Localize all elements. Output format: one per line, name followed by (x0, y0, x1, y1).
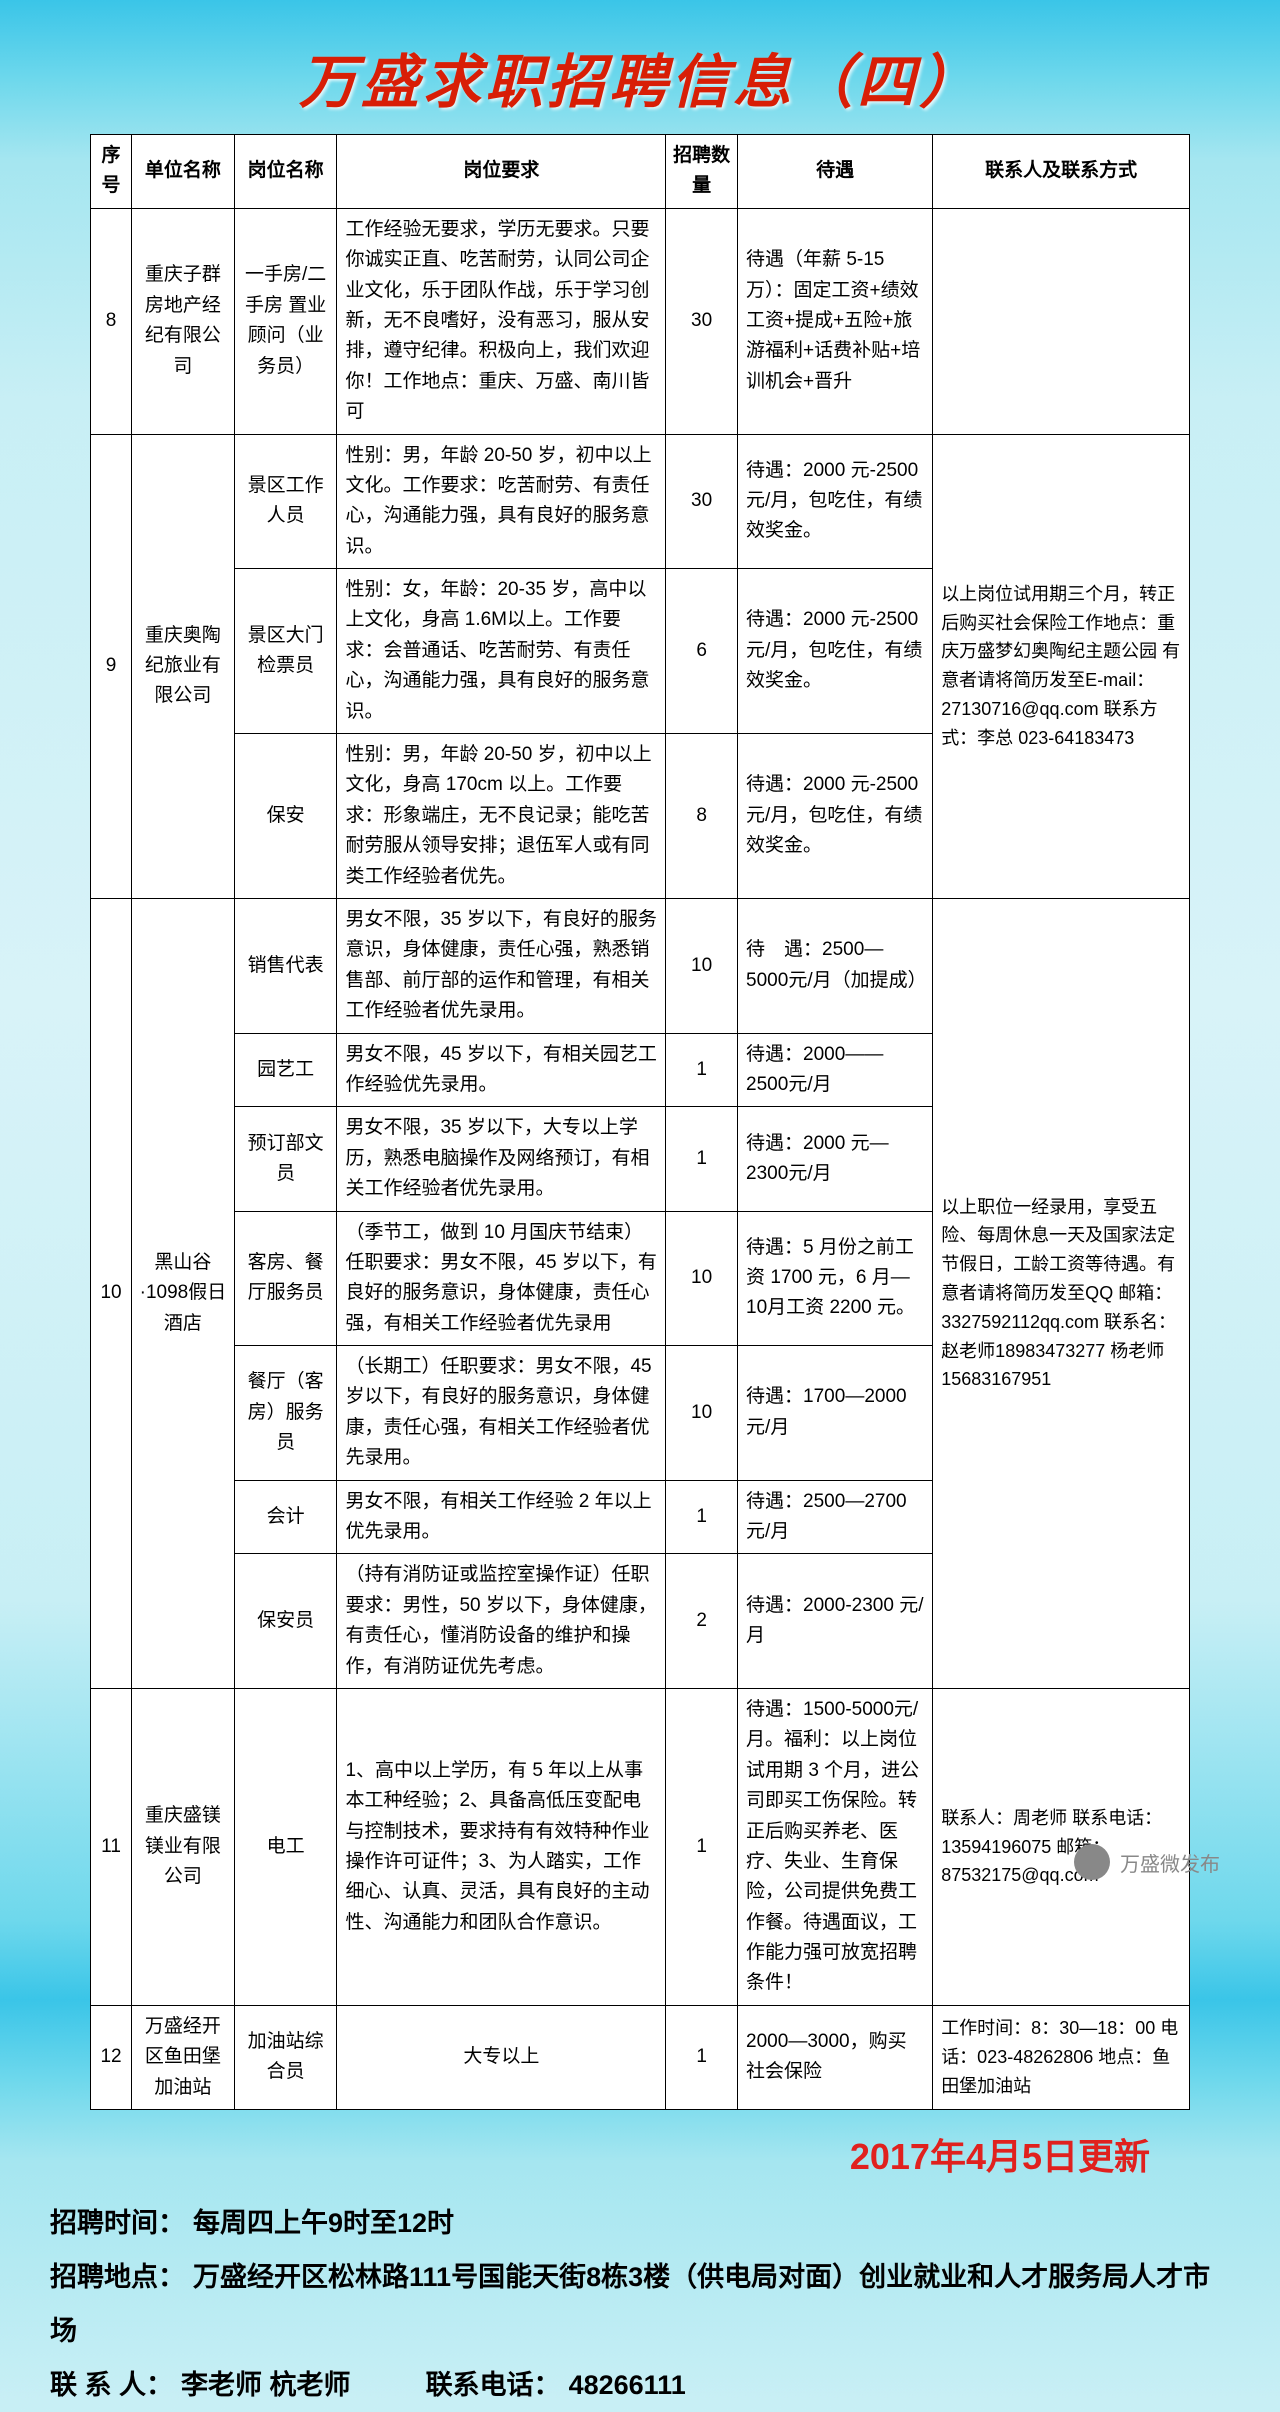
h-req: 岗位要求 (337, 135, 666, 209)
cell-qty: 1 (666, 2005, 738, 2109)
cell-treat: 2000—3000，购买社会保险 (738, 2005, 933, 2109)
cell-position: 客房、餐厅服务员 (234, 1211, 337, 1346)
cell-company: 万盛经开区鱼田堡加油站 (132, 2005, 235, 2109)
footer-tel-value: 48266111 (569, 2370, 686, 2400)
cell-treat: 待 遇：2500—5000元/月（加提成） (738, 898, 933, 1033)
footer-addr-value: 万盛经开区松林路111号国能天街8栋3楼（供电局对面）创业就业和人才服务局人才市… (50, 2262, 1210, 2346)
cell-idx: 10 (91, 898, 132, 1688)
page-title: 万盛求职招聘信息（四） (0, 0, 1280, 134)
h-comp: 单位名称 (132, 135, 235, 209)
cell-req: （持有消防证或监控室操作证）任职要求：男性，50 岁以下，身体健康，有责任心，懂… (337, 1554, 666, 1689)
footer-person-value: 李老师 杭老师 (181, 2370, 351, 2400)
cell-qty: 1 (666, 1688, 738, 2005)
cell-idx: 12 (91, 2005, 132, 2109)
job-table-container: 序号 单位名称 岗位名称 岗位要求 招聘数量 待遇 联系人及联系方式 8 重庆子… (90, 134, 1190, 2110)
cell-treat: 待遇（年薪 5-15 万）：固定工资+绩效工资+提成+五险+旅游福利+话费补贴+… (738, 208, 933, 434)
update-date: 2017年4月5日更新 (0, 2110, 1280, 2190)
cell-qty: 6 (666, 569, 738, 734)
cell-position: 园艺工 (234, 1033, 337, 1107)
cell-idx: 9 (91, 434, 132, 898)
cell-company: 重庆奥陶纪旅业有限公司 (132, 434, 235, 898)
footer-addr: 招聘地点：万盛经开区松林路111号国能天街8栋3楼（供电局对面）创业就业和人才服… (50, 2250, 1230, 2358)
cell-qty: 1 (666, 1480, 738, 1554)
watermark-text: 万盛微发布 (1120, 1848, 1220, 1877)
cell-qty: 8 (666, 734, 738, 899)
cell-req: 男女不限，35 岁以下，有良好的服务意识，身体健康，责任心强，熟悉销售部、前厅部… (337, 898, 666, 1033)
cell-req: 男女不限，有相关工作经验 2 年以上优先录用。 (337, 1480, 666, 1554)
cell-position: 餐厅（客房）服务员 (234, 1346, 337, 1481)
cell-req: 工作经验无要求，学历无要求。只要你诚实正直、吃苦耐劳，认同公司企业文化，乐于团队… (337, 208, 666, 434)
cell-idx: 8 (91, 208, 132, 434)
cell-qty: 10 (666, 898, 738, 1033)
cell-position: 销售代表 (234, 898, 337, 1033)
cell-qty: 10 (666, 1346, 738, 1481)
job-table: 序号 单位名称 岗位名称 岗位要求 招聘数量 待遇 联系人及联系方式 8 重庆子… (90, 134, 1190, 2110)
cell-treat: 待遇：2000 元—2300元/月 (738, 1107, 933, 1211)
cell-treat: 待遇：2500—2700 元/月 (738, 1480, 933, 1554)
table-row: 8 重庆子群房地产经纪有限公司 一手房/二手房 置业顾问（业务员） 工作经验无要… (91, 208, 1190, 434)
cell-position: 电工 (234, 1688, 337, 2005)
cell-treat: 待遇：2000——2500元/月 (738, 1033, 933, 1107)
cell-idx: 11 (91, 1688, 132, 2005)
footer-time: 招聘时间： 每周四上午9时至12时 (50, 2196, 1230, 2250)
h-contact: 联系人及联系方式 (933, 135, 1190, 209)
cell-req: 性别：男，年龄 20-50 岁，初中以上文化。工作要求：吃苦耐劳、有责任心，沟通… (337, 434, 666, 569)
cell-treat: 待遇：1500-5000元/月。福利：以上岗位试用期 3 个月，进公司即买工伤保… (738, 1688, 933, 2005)
table-row: 10 黑山谷·1098假日酒店 销售代表 男女不限，35 岁以下，有良好的服务意… (91, 898, 1190, 1033)
cell-contact (933, 208, 1190, 434)
cell-req: 男女不限，45 岁以下，有相关园艺工作经验优先录用。 (337, 1033, 666, 1107)
cell-qty: 30 (666, 434, 738, 569)
cell-qty: 30 (666, 208, 738, 434)
footer-time-label: 招聘时间： (50, 2208, 185, 2238)
cell-treat: 待遇：5 月份之前工资 1700 元，6 月—10月工资 2200 元。 (738, 1211, 933, 1346)
footer-person-label: 联 系 人： (50, 2370, 173, 2400)
cell-position: 景区大门检票员 (234, 569, 337, 734)
cell-company: 黑山谷·1098假日酒店 (132, 898, 235, 1688)
h-pos: 岗位名称 (234, 135, 337, 209)
cell-company: 重庆盛镁镁业有限公司 (132, 1688, 235, 2005)
table-row: 11 重庆盛镁镁业有限公司 电工 1、高中以上学历，有 5 年以上从事本工种经验… (91, 1688, 1190, 2005)
cell-req: 男女不限，35 岁以下，大专以上学历，熟悉电脑操作及网络预订，有相关工作经验者优… (337, 1107, 666, 1211)
cell-treat: 待遇：1700—2000 元/月 (738, 1346, 933, 1481)
cell-position: 会计 (234, 1480, 337, 1554)
footer-tel-label: 联系电话： (426, 2370, 561, 2400)
cell-qty: 10 (666, 1211, 738, 1346)
cell-req: 性别：女，年龄：20-35 岁，高中以上文化，身高 1.6M以上。工作要求：会普… (337, 569, 666, 734)
footer-time-value: 每周四上午9时至12时 (193, 2208, 454, 2238)
watermark: 万盛微发布 (1074, 1844, 1220, 1880)
h-idx: 序号 (91, 135, 132, 209)
h-treat: 待遇 (738, 135, 933, 209)
cell-treat: 待遇：2000 元-2500元/月，包吃住，有绩效奖金。 (738, 734, 933, 899)
cell-qty: 2 (666, 1554, 738, 1689)
watermark-icon (1074, 1844, 1110, 1880)
cell-req: 大专以上 (337, 2005, 666, 2109)
cell-position: 保安员 (234, 1554, 337, 1689)
cell-treat: 待遇：2000-2300 元/月 (738, 1554, 933, 1689)
cell-position: 景区工作人员 (234, 434, 337, 569)
cell-position: 预订部文员 (234, 1107, 337, 1211)
table-row: 12 万盛经开区鱼田堡加油站 加油站综合员 大专以上 1 2000—3000，购… (91, 2005, 1190, 2109)
table-row: 9 重庆奥陶纪旅业有限公司 景区工作人员 性别：男，年龄 20-50 岁，初中以… (91, 434, 1190, 569)
cell-position: 保安 (234, 734, 337, 899)
header-row: 序号 单位名称 岗位名称 岗位要求 招聘数量 待遇 联系人及联系方式 (91, 135, 1190, 209)
h-qty: 招聘数量 (666, 135, 738, 209)
cell-qty: 1 (666, 1033, 738, 1107)
cell-contact: 工作时间：8：30—18：00 电话：023-48262806 地点：鱼田堡加油… (933, 2005, 1190, 2109)
footer: 招聘时间： 每周四上午9时至12时 招聘地点：万盛经开区松林路111号国能天街8栋… (0, 2190, 1280, 2412)
cell-treat: 待遇：2000 元-2500元/月，包吃住，有绩效奖金。 (738, 569, 933, 734)
cell-position: 一手房/二手房 置业顾问（业务员） (234, 208, 337, 434)
cell-position: 加油站综合员 (234, 2005, 337, 2109)
footer-contact: 联 系 人： 李老师 杭老师 联系电话： 48266111 (50, 2358, 1230, 2412)
cell-req: （长期工）任职要求：男女不限，45 岁以下，有良好的服务意识，身体健康，责任心强… (337, 1346, 666, 1481)
cell-qty: 1 (666, 1107, 738, 1211)
cell-req: 1、高中以上学历，有 5 年以上从事本工种经验；2、具备高低压变配电与控制技术，… (337, 1688, 666, 2005)
cell-req: （季节工，做到 10 月国庆节结束）任职要求：男女不限，45 岁以下，有良好的服… (337, 1211, 666, 1346)
cell-treat: 待遇：2000 元-2500元/月，包吃住，有绩效奖金。 (738, 434, 933, 569)
footer-addr-label: 招聘地点： (50, 2262, 185, 2292)
cell-req: 性别：男，年龄 20-50 岁，初中以上文化，身高 170cm 以上。工作要求：… (337, 734, 666, 899)
cell-contact: 以上岗位试用期三个月，转正后购买社会保险工作地点：重庆万盛梦幻奥陶纪主题公园 有… (933, 434, 1190, 898)
cell-contact: 以上职位一经录用，享受五险、每周休息一天及国家法定节假日，工龄工资等待遇。有意者… (933, 898, 1190, 1688)
cell-company: 重庆子群房地产经纪有限公司 (132, 208, 235, 434)
